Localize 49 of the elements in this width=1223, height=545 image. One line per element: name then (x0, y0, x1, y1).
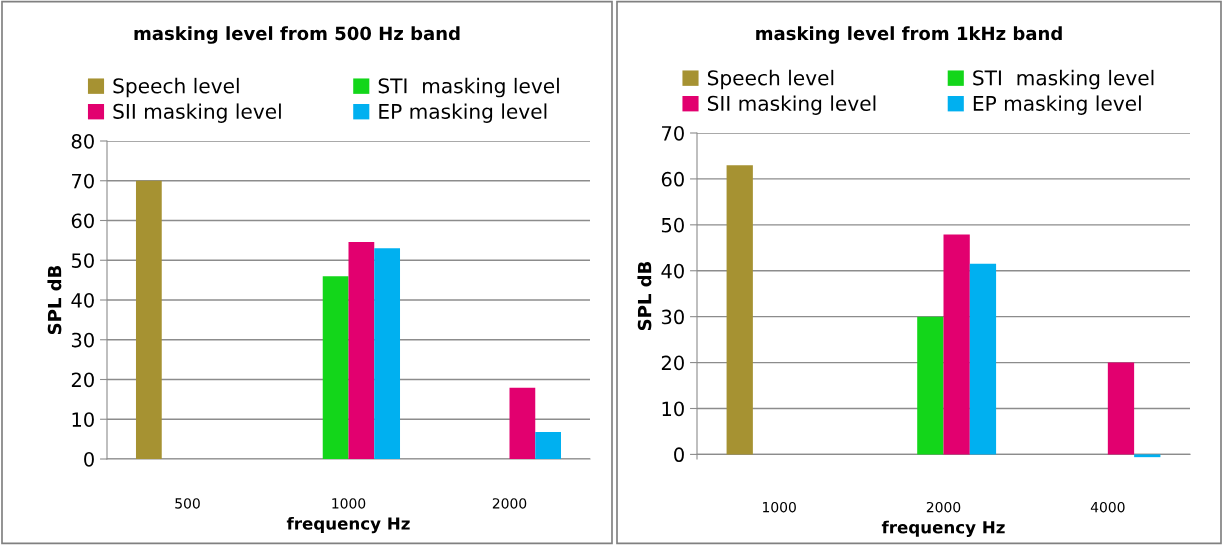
bar (322, 276, 349, 459)
x-tick-label: 1000 (332, 498, 366, 509)
x-tick-label: 1000 (763, 501, 796, 513)
y-tick-label: 50 (661, 217, 684, 233)
y-tick-label: 40 (71, 292, 94, 308)
y-tick-label: 0 (674, 447, 684, 463)
bar (1107, 362, 1135, 455)
legend-label: Speech level (113, 77, 239, 98)
legend-label: STI masking level (973, 69, 1154, 90)
legend-label: STI masking level (378, 77, 559, 98)
y-tick-label: 60 (661, 171, 684, 187)
x-axis-title: frequency Hz (286, 516, 410, 534)
y-tick-label: 0 (84, 451, 94, 467)
bar (509, 387, 536, 459)
bar (969, 263, 997, 455)
bar (348, 241, 375, 459)
y-tick-label: 20 (661, 355, 684, 371)
y-tick-label: 70 (72, 173, 94, 189)
x-tick-label: 4000 (1090, 501, 1125, 513)
legend-label: EP masking level (973, 95, 1141, 115)
y-axis-title: SPL dB (637, 261, 652, 331)
chart-title: masking level from 500 Hz band (134, 26, 460, 44)
bar (726, 165, 753, 455)
y-tick-label: 80 (71, 133, 94, 149)
x-axis-title: frequency Hz (881, 520, 1005, 537)
y-tick-label: 30 (661, 309, 684, 325)
bar (135, 180, 162, 459)
legend-label: SII masking level (707, 95, 876, 115)
bar (1134, 454, 1161, 458)
bar (535, 431, 562, 459)
y-tick-label: 40 (661, 263, 684, 279)
bar (917, 316, 944, 455)
y-tick-label: 20 (71, 372, 94, 388)
x-tick-label: 2000 (492, 498, 527, 509)
y-tick-label: 30 (71, 332, 94, 348)
y-tick-label: 60 (71, 213, 94, 229)
x-tick-label: 2000 (926, 501, 961, 513)
legend-label: Speech level (707, 69, 834, 90)
bar (374, 248, 401, 459)
chart-title: masking level from 1kHz band (756, 26, 1062, 44)
y-tick-label: 50 (71, 253, 94, 268)
x-tick-label: 500 (175, 498, 200, 509)
legend-label: SII masking level (113, 103, 281, 123)
y-tick-label: 70 (662, 125, 684, 141)
y-axis-title: SPL dB (47, 265, 62, 335)
legend-label: EP masking level (379, 103, 547, 123)
bar (943, 234, 970, 455)
y-tick-label: 10 (72, 412, 94, 427)
y-tick-label: 10 (662, 401, 684, 417)
